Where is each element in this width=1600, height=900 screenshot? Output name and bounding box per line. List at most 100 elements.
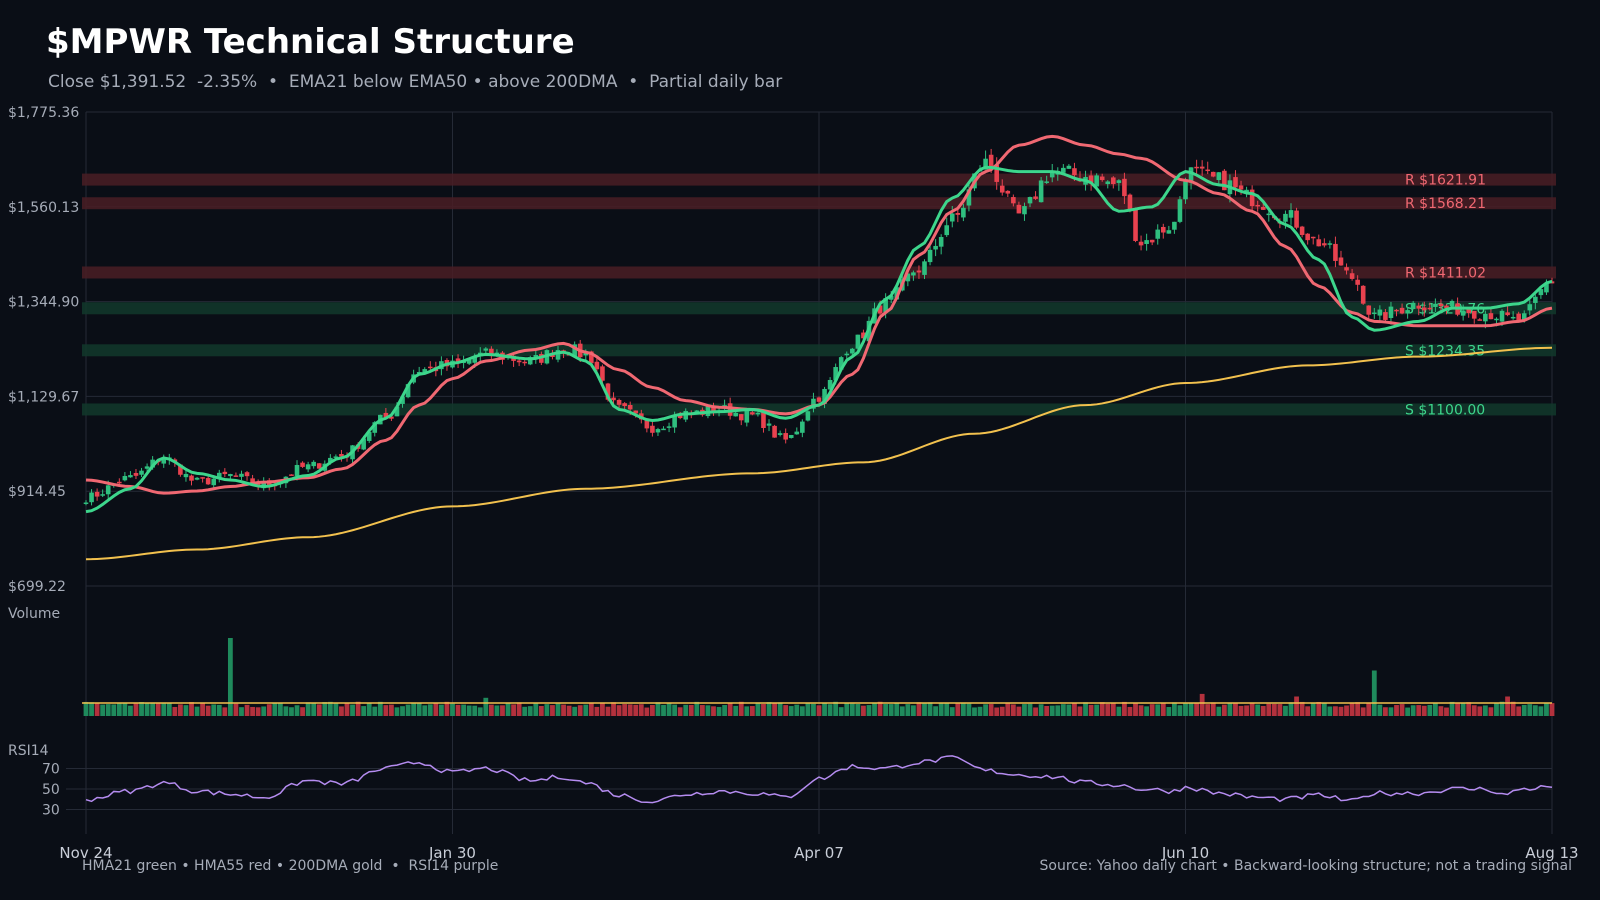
volume-bar bbox=[1233, 703, 1238, 716]
dma200-line bbox=[85, 346, 1553, 561]
candle-body bbox=[1233, 177, 1238, 188]
volume-bar bbox=[1149, 704, 1155, 716]
volume-bar bbox=[949, 707, 955, 716]
volume-bar bbox=[711, 706, 716, 716]
candle-body bbox=[1199, 166, 1205, 169]
candle-body bbox=[766, 423, 772, 426]
candle-body bbox=[805, 411, 811, 421]
volume-bar bbox=[194, 706, 200, 716]
volume-bar bbox=[450, 703, 455, 716]
volume-bar bbox=[466, 705, 472, 716]
candle-body bbox=[1255, 204, 1260, 207]
volume-bar bbox=[377, 701, 383, 716]
candle-body bbox=[666, 426, 672, 428]
volume-bar bbox=[1177, 705, 1183, 716]
candle-body bbox=[1038, 180, 1044, 203]
candle-body bbox=[83, 502, 89, 505]
candle-body bbox=[983, 158, 988, 170]
volume-bar bbox=[389, 704, 394, 716]
volume-bar bbox=[827, 704, 833, 716]
volume-bar bbox=[805, 703, 811, 716]
volume-bar bbox=[594, 706, 600, 716]
candle-body bbox=[1460, 310, 1466, 316]
volume-bar bbox=[1044, 705, 1050, 716]
volume-bar bbox=[1521, 704, 1527, 716]
volume-bar bbox=[1305, 706, 1311, 716]
candle-body bbox=[1394, 309, 1399, 312]
volume-bar bbox=[455, 704, 461, 716]
volume-bar bbox=[994, 707, 1000, 716]
volume-bar bbox=[394, 707, 400, 716]
volume-bar bbox=[1133, 702, 1138, 716]
volume-bar bbox=[189, 702, 194, 716]
volume-bar bbox=[1110, 702, 1116, 716]
candle-body bbox=[600, 366, 605, 381]
volume-bar bbox=[200, 703, 206, 716]
volume-bar bbox=[705, 705, 711, 716]
volume-bar bbox=[1166, 706, 1172, 716]
candle-body bbox=[1011, 197, 1016, 204]
volume-bar bbox=[327, 701, 333, 716]
volume-bar bbox=[727, 703, 733, 716]
candle-body bbox=[328, 457, 333, 463]
candle-body bbox=[644, 418, 650, 429]
volume-bar bbox=[1083, 702, 1088, 716]
candle-body bbox=[583, 352, 589, 356]
volume-bar bbox=[1344, 705, 1349, 716]
candle-body bbox=[1188, 167, 1194, 183]
volume-bar bbox=[155, 702, 161, 716]
volume-bar bbox=[838, 707, 844, 716]
volume-bar bbox=[205, 705, 211, 716]
volume-bar bbox=[416, 702, 422, 716]
candle-body bbox=[250, 478, 255, 485]
candle-body bbox=[944, 225, 950, 236]
volume-bar bbox=[944, 702, 950, 716]
candle-body bbox=[905, 273, 911, 282]
candle-body bbox=[1088, 175, 1094, 183]
volume-bar bbox=[1333, 706, 1338, 716]
price-axis-tick-label: $1,560.13 bbox=[8, 200, 79, 216]
candle-body bbox=[733, 412, 739, 417]
candle-body bbox=[1366, 305, 1372, 315]
volume-bar bbox=[1327, 706, 1333, 716]
date-axis-tick-label: Jan 30 bbox=[428, 844, 476, 862]
volume-bar bbox=[255, 707, 261, 716]
volume-bar bbox=[755, 702, 761, 716]
candle-body bbox=[455, 358, 461, 363]
volume-bar bbox=[1544, 702, 1549, 716]
volume-bar bbox=[1438, 706, 1444, 716]
candle-body bbox=[622, 403, 627, 407]
candle-body bbox=[927, 249, 933, 263]
volume-bar bbox=[1122, 701, 1127, 716]
candle-body bbox=[178, 464, 183, 475]
volume-bar bbox=[333, 702, 339, 716]
volume-bar bbox=[816, 705, 822, 716]
candle-body bbox=[844, 353, 850, 356]
candle-body bbox=[961, 207, 966, 218]
volume-bar bbox=[1277, 704, 1283, 716]
candle-body bbox=[572, 344, 577, 357]
candle-body bbox=[100, 494, 105, 496]
volume-bar bbox=[911, 705, 916, 716]
candle-body bbox=[233, 475, 239, 477]
candle-body bbox=[128, 475, 133, 478]
volume-bar bbox=[1394, 705, 1399, 716]
candle-body bbox=[255, 482, 261, 487]
candle-body bbox=[894, 287, 900, 300]
volume-bar bbox=[744, 706, 750, 716]
volume-bar bbox=[1144, 706, 1150, 716]
candle-body bbox=[1410, 302, 1416, 310]
candle-body bbox=[261, 481, 266, 489]
support-level-label: S $1100.00 bbox=[1405, 402, 1485, 418]
volume-bar bbox=[855, 703, 861, 716]
volume-bar bbox=[1338, 706, 1344, 716]
volume-bar bbox=[222, 707, 228, 716]
volume-bar bbox=[1027, 703, 1033, 716]
candle-body bbox=[1405, 310, 1410, 314]
candle-body bbox=[316, 463, 322, 469]
indicator-legend-note: HMA21 green • HMA55 red • 200DMA gold • … bbox=[82, 858, 499, 874]
candle-body bbox=[861, 332, 866, 339]
resistance-band bbox=[82, 197, 1556, 210]
candle-body bbox=[1305, 233, 1310, 241]
volume-bar bbox=[1538, 706, 1544, 716]
